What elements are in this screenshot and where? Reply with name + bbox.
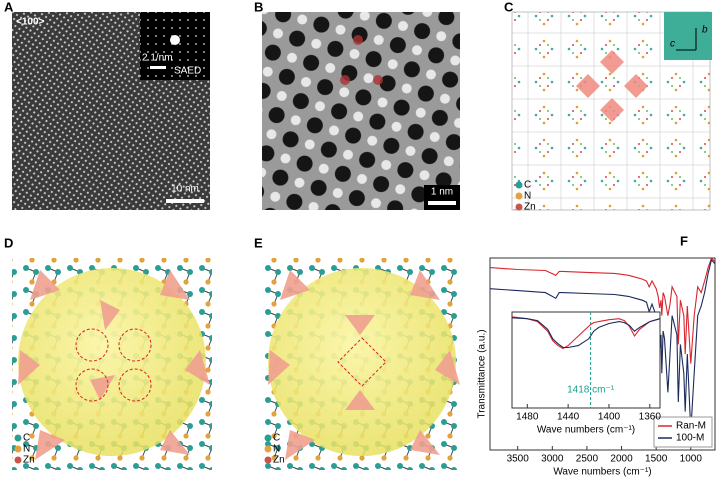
y-axis-label: Transmittance (a.u.)	[477, 329, 488, 418]
legend: C N Zn	[14, 433, 35, 466]
scale-bar	[166, 199, 204, 203]
series-line	[489, 256, 716, 364]
legend-swatch	[515, 203, 523, 211]
legend: C N Zn	[264, 433, 285, 466]
ftir-chart: 3500 3000 2500 2000 1500 1000 Wave numbers (cm…	[477, 256, 716, 478]
panel-label: D	[4, 235, 13, 250]
cage-sphere	[18, 268, 206, 456]
scale-label: 10 nm	[171, 184, 199, 195]
zone-axis: <100>	[16, 17, 45, 28]
legend-swatch	[515, 192, 523, 200]
x-tick-label: 1480	[516, 412, 539, 423]
saed-scale: 2 1/nm	[142, 53, 173, 64]
saed-center	[170, 35, 180, 45]
x-tick-label: 2500	[576, 454, 599, 465]
legend-label: C	[23, 433, 30, 444]
axis-label: c	[670, 39, 675, 50]
legend-label: Zn	[23, 455, 35, 466]
x-tick-label: 1440	[557, 412, 580, 423]
legend-label: Zn	[524, 202, 536, 213]
hrtem-image	[262, 12, 460, 210]
x-tick-label: 3000	[541, 454, 564, 465]
panel-label: A	[4, 0, 14, 14]
series-line	[511, 317, 661, 349]
zn-tetrahedra	[268, 270, 460, 460]
annotation: 1418 cm⁻¹	[567, 385, 615, 396]
x-tick-label: 1500	[645, 454, 668, 465]
marker	[373, 75, 383, 85]
legend-label: C	[273, 433, 280, 444]
legend-label: C	[524, 180, 531, 191]
series-line	[511, 316, 661, 350]
x-tick-label: 1360	[639, 412, 662, 423]
legend: C N Zn	[515, 180, 536, 213]
legend-label: Zn	[273, 455, 285, 466]
x-tick-label: 1000	[680, 454, 703, 465]
legend-label: Ran-M	[676, 421, 706, 432]
marker	[353, 35, 363, 45]
highlight	[337, 337, 387, 387]
highlight	[75, 328, 152, 402]
legend-label: 100-M	[676, 433, 704, 444]
legend-label: N	[273, 444, 280, 455]
legend-label: N	[23, 444, 30, 455]
x-axis-label: Wave numbers (cm⁻¹)	[553, 467, 651, 478]
legend-swatch	[14, 434, 22, 442]
inset-frame	[511, 311, 661, 409]
legend-swatch	[515, 181, 523, 189]
legend-label: N	[524, 191, 531, 202]
panel-label: C	[504, 0, 514, 14]
series-line	[489, 258, 716, 431]
scale-bar	[150, 66, 166, 69]
panel-label: F	[680, 233, 688, 248]
legend-swatch	[14, 445, 22, 453]
x-tick-label: 2000	[610, 454, 633, 465]
panel-label: B	[254, 0, 263, 14]
axis-inset	[664, 12, 712, 60]
saed-label: SAED	[174, 66, 201, 77]
zn-tetrahedra	[18, 270, 210, 460]
x-tick-label: 1400	[598, 412, 621, 423]
legend-box	[653, 416, 713, 448]
marker	[340, 75, 350, 85]
legend-swatch	[264, 456, 272, 464]
cages	[576, 50, 648, 122]
cage-sphere	[268, 268, 456, 456]
scale-bg	[424, 185, 460, 210]
x-axis-label: Wave numbers (cm⁻¹)	[537, 425, 635, 436]
scale-label: 1 nm	[431, 187, 453, 198]
scale-bar	[428, 201, 456, 205]
legend-swatch	[264, 434, 272, 442]
legend-swatch	[264, 445, 272, 453]
panel-label: E	[254, 235, 263, 250]
axis-label: b	[702, 25, 708, 36]
x-tick-label: 3500	[507, 454, 530, 465]
legend-swatch	[14, 456, 22, 464]
